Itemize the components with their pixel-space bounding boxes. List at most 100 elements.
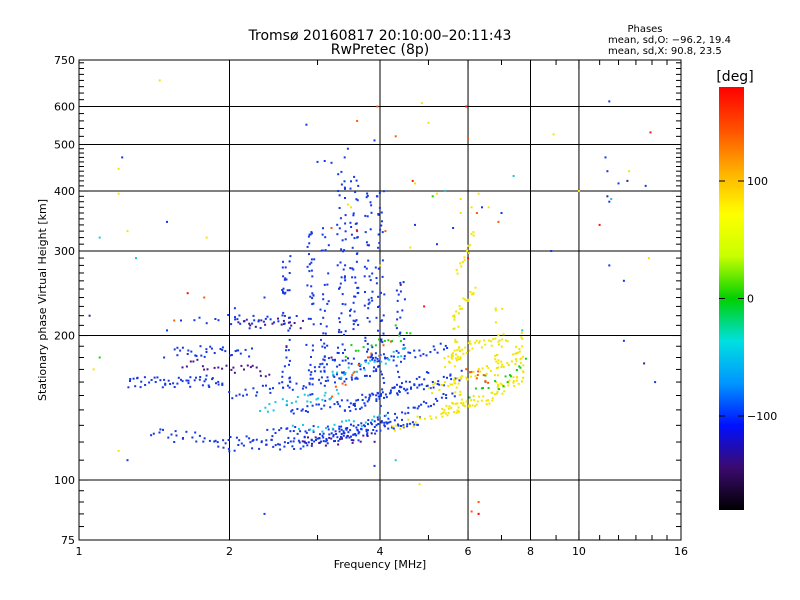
data-point xyxy=(515,379,518,382)
data-point xyxy=(504,375,507,378)
data-point xyxy=(343,180,346,183)
data-point xyxy=(331,427,334,430)
data-point xyxy=(192,360,195,363)
phases-x-summary: mean, sd,X: 90.8, 23.5 xyxy=(608,46,722,57)
data-point xyxy=(416,423,419,426)
data-point xyxy=(239,322,242,325)
data-point xyxy=(515,360,518,363)
data-point xyxy=(353,175,356,178)
data-point xyxy=(440,396,443,399)
data-point xyxy=(159,428,162,431)
data-point xyxy=(467,405,470,408)
data-point xyxy=(487,387,490,389)
data-point xyxy=(489,369,492,372)
data-point xyxy=(341,239,344,242)
colorbar-tick-label: 0 xyxy=(747,293,754,306)
data-point xyxy=(425,354,428,357)
data-point xyxy=(457,358,460,361)
data-point xyxy=(644,184,647,187)
data-point xyxy=(393,355,395,358)
data-point xyxy=(322,358,325,361)
data-point xyxy=(387,427,390,430)
data-point xyxy=(311,383,314,386)
data-point xyxy=(320,338,322,341)
data-point xyxy=(344,187,346,190)
data-point xyxy=(352,214,355,217)
data-point xyxy=(399,386,402,389)
data-point xyxy=(367,398,370,401)
data-point xyxy=(471,404,474,407)
data-point xyxy=(396,416,398,419)
data-point xyxy=(449,361,451,364)
data-point xyxy=(280,323,283,326)
data-point xyxy=(412,425,415,428)
data-point xyxy=(366,317,369,319)
data-point xyxy=(274,401,277,404)
data-point xyxy=(409,422,412,425)
data-point xyxy=(292,440,295,443)
data-point xyxy=(242,444,245,447)
data-point xyxy=(349,309,351,312)
data-point xyxy=(366,244,369,247)
data-point xyxy=(409,246,412,249)
data-point xyxy=(251,322,254,325)
data-point xyxy=(617,182,620,185)
data-point xyxy=(246,364,249,367)
data-point xyxy=(310,285,313,288)
data-point xyxy=(463,258,466,261)
data-point xyxy=(298,441,301,444)
data-point xyxy=(143,376,146,379)
data-point xyxy=(340,376,343,379)
data-point xyxy=(485,399,488,402)
data-point xyxy=(431,195,434,198)
data-point xyxy=(416,415,419,418)
data-point xyxy=(263,296,266,299)
data-point xyxy=(338,227,341,230)
data-point xyxy=(452,402,455,405)
data-point xyxy=(337,439,340,442)
data-point xyxy=(88,314,91,317)
data-point xyxy=(367,259,370,262)
data-point xyxy=(495,354,498,356)
data-point xyxy=(467,257,469,260)
data-point xyxy=(307,317,310,320)
data-point xyxy=(383,425,386,428)
data-point xyxy=(266,410,269,413)
data-point xyxy=(205,236,208,239)
data-point xyxy=(170,433,173,436)
data-point xyxy=(309,377,312,380)
data-point xyxy=(213,440,216,443)
colorbar-label: [deg] xyxy=(716,69,753,85)
data-point xyxy=(512,380,515,383)
data-point xyxy=(522,364,525,367)
data-point xyxy=(338,207,341,209)
data-point xyxy=(172,382,175,385)
data-point xyxy=(406,392,409,395)
data-point xyxy=(359,440,362,443)
data-point xyxy=(284,291,287,294)
data-point xyxy=(286,384,289,387)
data-point xyxy=(458,312,460,315)
data-point xyxy=(323,359,326,362)
data-point xyxy=(459,356,462,359)
data-point xyxy=(295,315,298,317)
data-point xyxy=(343,156,346,159)
data-point xyxy=(375,429,378,432)
data-point xyxy=(233,371,236,374)
data-point xyxy=(292,412,295,415)
data-point xyxy=(397,424,400,427)
data-point xyxy=(366,215,369,218)
data-point xyxy=(355,260,358,263)
data-point xyxy=(498,339,501,342)
data-point xyxy=(378,305,381,308)
data-point xyxy=(377,365,380,368)
data-point xyxy=(217,383,220,386)
data-point xyxy=(484,380,487,383)
data-point xyxy=(323,404,326,407)
data-point xyxy=(322,298,325,301)
y-tick-label: 400 xyxy=(54,185,75,198)
data-point xyxy=(493,393,496,396)
data-point xyxy=(359,407,362,410)
data-point xyxy=(333,403,336,406)
data-point xyxy=(370,421,372,424)
